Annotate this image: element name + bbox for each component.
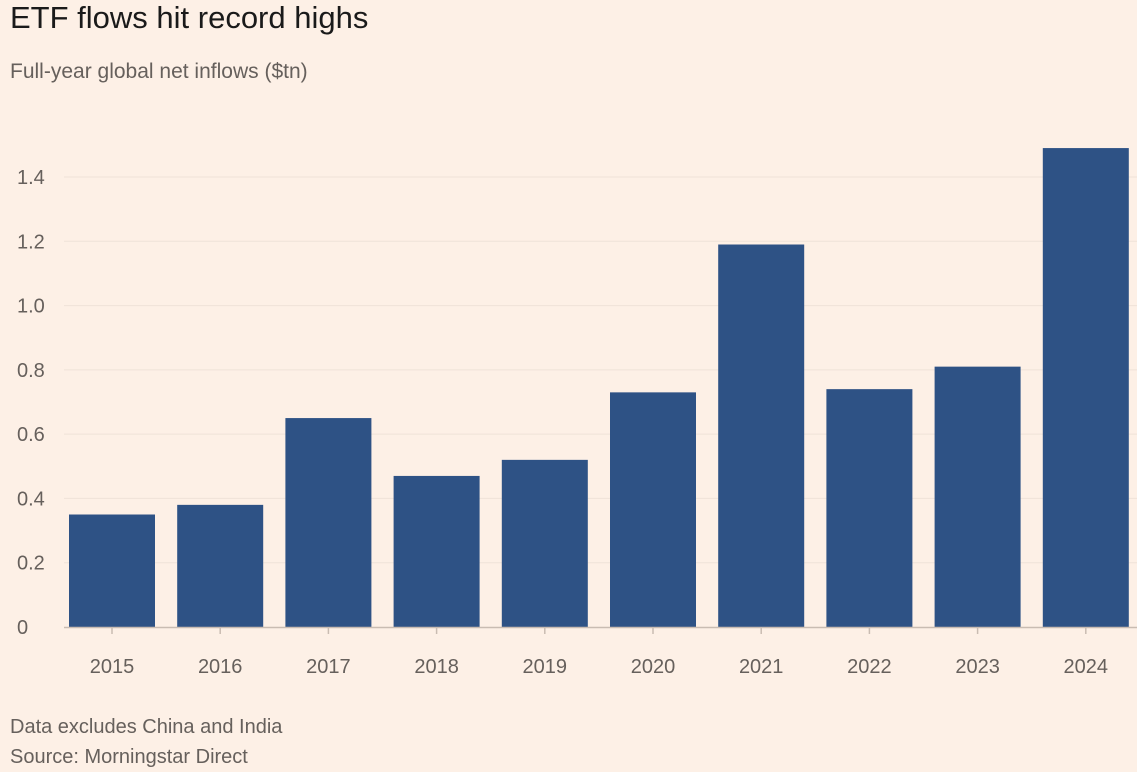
x-tick-label: 2017: [306, 656, 351, 678]
y-tick-label: 1.4: [17, 167, 45, 189]
y-tick-label: 0.2: [17, 553, 45, 575]
x-tick-label: 2020: [631, 656, 676, 678]
bar-2016: [177, 504, 264, 627]
bar-2017: [285, 418, 372, 627]
x-tick-label: 2021: [739, 656, 784, 678]
bar-2015: [69, 514, 155, 627]
y-tick-label: 0.4: [17, 488, 45, 510]
y-tick-label: 0.6: [17, 424, 45, 446]
y-tick-label: 0.8: [17, 360, 45, 382]
chart-title: ETF flows hit record highs: [10, 0, 369, 35]
x-tick-label: 2016: [198, 656, 243, 678]
x-tick-label: 2024: [1064, 656, 1109, 678]
chart-subtitle: Full-year global net inflows ($tn): [10, 60, 308, 83]
x-tick-label: 2015: [90, 656, 135, 678]
y-tick-label: 1.2: [17, 231, 45, 253]
chart-source: Source: Morningstar Direct: [10, 746, 248, 768]
bar-2019: [501, 459, 588, 627]
x-tick-label: 2022: [847, 656, 892, 678]
chart-note: Data excludes China and India: [10, 716, 283, 738]
bar-2024: [1042, 148, 1129, 628]
x-tick-label: 2018: [414, 656, 459, 678]
x-tick-label: 2019: [523, 656, 568, 678]
bar-2018: [393, 475, 480, 627]
y-tick-label: 0: [17, 617, 28, 639]
bar-2022: [826, 389, 913, 627]
x-tick-label: 2023: [955, 656, 1000, 678]
y-tick-label: 1.0: [17, 296, 45, 318]
bar-2021: [718, 244, 805, 627]
bar-2023: [934, 366, 1021, 627]
bar-2020: [610, 392, 696, 627]
